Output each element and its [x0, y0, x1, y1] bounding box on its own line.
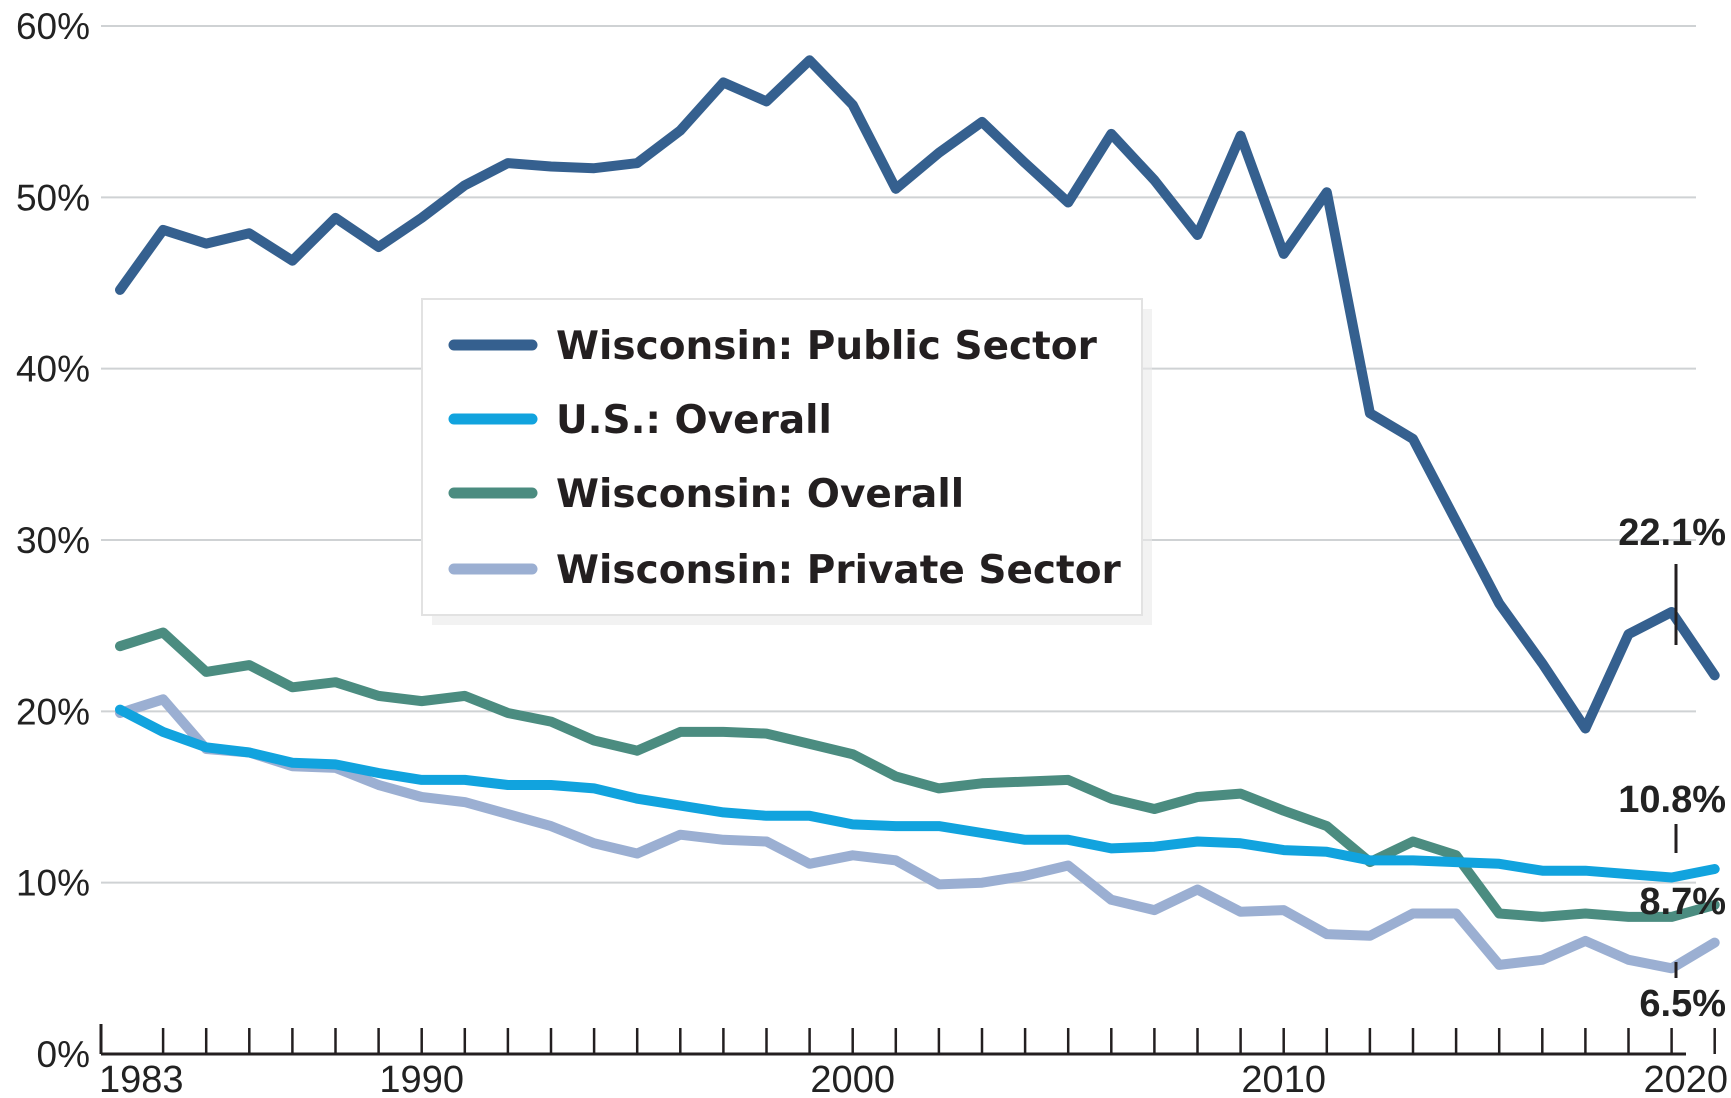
x-tick-label: 2020 [1643, 1059, 1728, 1098]
x-tick-label: 1990 [379, 1059, 464, 1098]
y-tick-label: 10% [16, 863, 90, 904]
legend-label: Wisconsin: Public Sector [556, 324, 1098, 369]
end-value-label: 22.1% [1618, 512, 1726, 554]
series-line-wisconsin-public-sector [115, 55, 1720, 734]
y-axis-labels: 0% 10% 20% 30% 40% 50% 60% [16, 6, 90, 1075]
series-line-wisconsin-overall [115, 627, 1720, 922]
series-lines [115, 55, 1720, 974]
x-tick-label: 2010 [1241, 1059, 1326, 1098]
x-axis: 1983 1990 2000 2010 2020 [99, 1024, 1728, 1098]
series-line-u-s-overall [115, 704, 1720, 883]
x-tick-label: 1983 [99, 1059, 184, 1098]
end-value-label: 6.5% [1639, 983, 1726, 1025]
y-tick-label: 50% [16, 177, 90, 218]
x-tick-label: 2000 [810, 1059, 895, 1098]
legend-label: U.S.: Overall [556, 398, 832, 443]
end-value-label: 10.8% [1618, 779, 1726, 821]
legend-label: Wisconsin: Overall [556, 472, 964, 517]
y-tick-label: 0% [37, 1034, 90, 1075]
y-tick-label: 60% [16, 6, 90, 47]
end-value-label: 8.7% [1639, 881, 1726, 923]
y-tick-label: 30% [16, 520, 90, 561]
legend-box [421, 298, 1143, 616]
legend: Wisconsin: Public Sector U.S.: Overall Wis… [421, 298, 1152, 625]
end-value-labels: 22.1% 10.8% 8.7% 6.5% [1618, 512, 1726, 1025]
legend-label: Wisconsin: Private Sector [556, 548, 1121, 593]
y-tick-label: 40% [16, 349, 90, 390]
y-tick-label: 20% [16, 691, 90, 732]
series-line-wisconsin-private-sector [115, 694, 1720, 974]
